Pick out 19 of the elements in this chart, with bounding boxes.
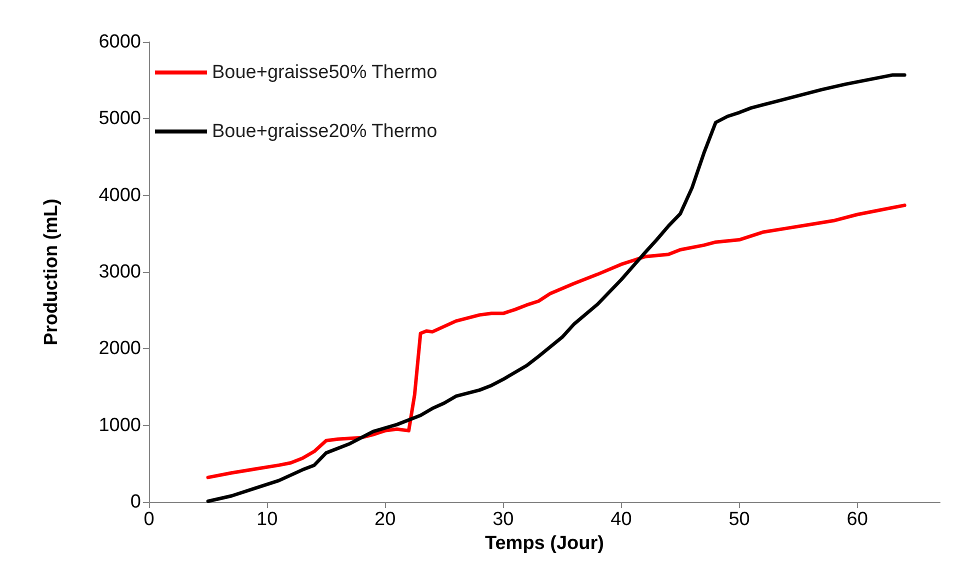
y-tick-label: 3000 [98, 262, 141, 282]
x-axis-title: Temps (Jour) [485, 532, 604, 554]
y-axis-title: Production (mL) [41, 198, 62, 346]
x-tick-label: 60 [846, 509, 868, 530]
y-tick-label: 4000 [98, 184, 141, 206]
x-tick-label: 50 [728, 509, 750, 530]
x-tick-label: 10 [256, 509, 278, 530]
legend-label: Boue+graisse50% Thermo [212, 62, 438, 83]
y-tick-label: 1000 [98, 414, 141, 436]
x-tick-label: 0 [144, 509, 154, 530]
y-tick-label: 5000 [98, 108, 141, 130]
x-tick-label: 20 [374, 509, 396, 530]
legend-label: Boue+graisse20% Thermo [212, 121, 438, 142]
x-tick-label: 30 [492, 509, 514, 530]
line-series [206, 204, 906, 480]
x-tick-label: 40 [610, 509, 632, 530]
y-tick-label: 6000 [98, 32, 141, 52]
y-tick-label: 0 [130, 492, 141, 512]
y-tick-label: 2000 [98, 338, 141, 360]
